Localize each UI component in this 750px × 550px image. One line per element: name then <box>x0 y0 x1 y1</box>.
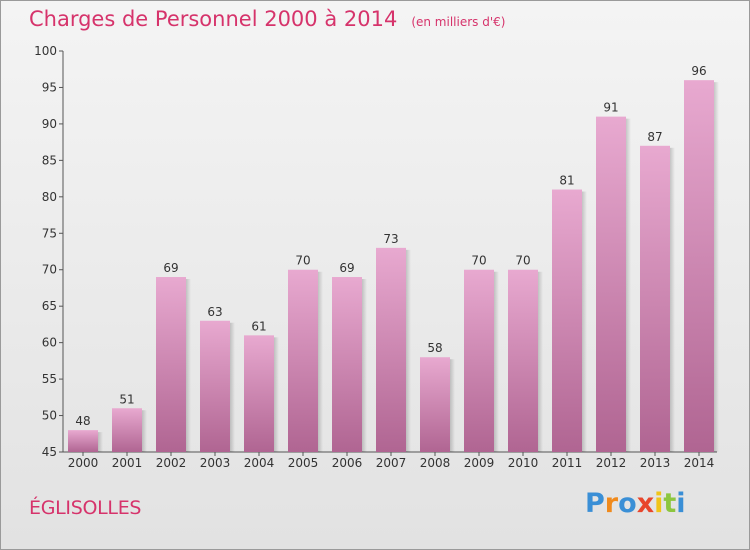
bar <box>552 189 582 452</box>
axes: 45 50 55 60 65 70 75 80 85 90 95 100 <box>34 44 717 459</box>
bars-group <box>68 80 719 453</box>
logo-letter: r <box>604 488 619 519</box>
y-tick-label: 75 <box>42 226 57 240</box>
x-tick-label: 2007 <box>376 456 407 470</box>
y-tick-label: 45 <box>42 445 57 459</box>
logo-letter: i <box>676 488 686 519</box>
proxiti-logo: Proxiti <box>585 488 686 519</box>
bar-shadow <box>274 337 279 452</box>
data-label: 51 <box>119 392 134 406</box>
y-tick-label: 65 <box>42 299 57 313</box>
data-label: 69 <box>339 261 354 275</box>
labels-group: 48 2000 51 2001 69 2002 63 2003 61 2004 70 2005 69 20… <box>68 64 715 470</box>
bar-shadow <box>626 118 631 453</box>
chart-subtitle: (en milliers d'€) <box>411 15 506 29</box>
chart-title: Charges de Personnel 2000 à 2014 (en mill… <box>29 7 505 31</box>
bar <box>376 247 406 452</box>
bar <box>156 277 186 452</box>
bar <box>596 116 626 453</box>
bar-shadow <box>230 322 235 452</box>
x-tick-label: 2001 <box>112 456 143 470</box>
data-label: 87 <box>647 130 662 144</box>
x-tick-label: 2012 <box>596 456 627 470</box>
data-label: 70 <box>471 254 486 268</box>
data-label: 61 <box>251 319 266 333</box>
data-label: 70 <box>515 254 530 268</box>
title-text: Charges de Personnel 2000 à 2014 <box>29 7 398 31</box>
bar <box>508 269 538 452</box>
bar <box>420 357 450 452</box>
x-tick-label: 2014 <box>684 456 715 470</box>
data-label: 70 <box>295 254 310 268</box>
x-tick-label: 2002 <box>156 456 187 470</box>
bar <box>684 80 714 452</box>
y-tick-label: 100 <box>34 44 57 58</box>
data-label: 73 <box>383 232 398 246</box>
bar <box>244 335 274 452</box>
data-label: 58 <box>427 341 442 355</box>
logo-letter: t <box>663 488 677 519</box>
bar-shadow <box>406 249 411 452</box>
y-tick-label: 50 <box>42 409 57 423</box>
bar-shadow <box>186 279 191 452</box>
logo-letter: x <box>636 488 655 519</box>
bar-shadow <box>362 279 367 452</box>
x-tick-label: 2004 <box>244 456 275 470</box>
logo-letter: P <box>585 488 605 519</box>
y-tick-label: 55 <box>42 372 57 386</box>
bar-shadow <box>670 147 675 453</box>
y-tick-label: 80 <box>42 190 57 204</box>
x-tick-label: 2011 <box>552 456 583 470</box>
bar <box>68 430 98 452</box>
data-label: 48 <box>75 414 90 428</box>
x-tick-label: 2009 <box>464 456 495 470</box>
x-tick-label: 2003 <box>200 456 231 470</box>
x-tick-label: 2000 <box>68 456 99 470</box>
bar-shadow <box>714 82 719 452</box>
data-label: 69 <box>163 261 178 275</box>
y-tick-label: 90 <box>42 117 57 131</box>
data-label: 91 <box>603 101 618 115</box>
x-tick-label: 2010 <box>508 456 539 470</box>
logo-letter: i <box>654 488 664 519</box>
data-label: 63 <box>207 305 222 319</box>
commune-name: ÉGLISOLLES <box>29 497 142 519</box>
y-tick-label: 70 <box>42 263 57 277</box>
bar-shadow <box>142 410 147 452</box>
bar-shadow <box>582 191 587 452</box>
bar <box>112 408 142 452</box>
logo-letter: o <box>618 488 637 519</box>
data-label: 81 <box>559 174 574 188</box>
bar <box>332 277 362 452</box>
x-tick-label: 2013 <box>640 456 671 470</box>
bar <box>640 145 670 453</box>
y-tick-label: 60 <box>42 336 57 350</box>
x-tick-label: 2005 <box>288 456 319 470</box>
bar-shadow <box>494 271 499 452</box>
bar <box>288 269 318 452</box>
y-tick-label: 85 <box>42 153 57 167</box>
y-tick-label: 95 <box>42 80 57 94</box>
data-label: 96 <box>691 64 706 78</box>
x-tick-label: 2008 <box>420 456 451 470</box>
bar <box>464 269 494 452</box>
x-tick-label: 2006 <box>332 456 363 470</box>
bar-shadow <box>98 432 103 452</box>
bar-shadow <box>318 271 323 452</box>
bar-shadow <box>538 271 543 452</box>
bar-shadow <box>450 359 455 452</box>
bar <box>200 320 230 452</box>
